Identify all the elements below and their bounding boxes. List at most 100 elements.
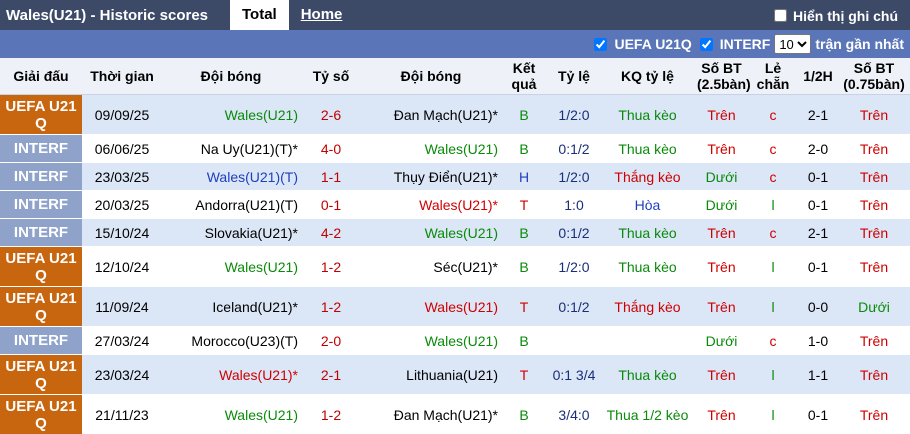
league: UEFA U21 Q [0, 354, 82, 395]
ou075: Trên [838, 162, 910, 191]
checkbox[interactable] [699, 37, 713, 51]
filter-label: UEFA U21Q [614, 36, 692, 52]
column-header: Số BT (0.75bàn) [838, 58, 910, 95]
away: Thụy Điển(U21)* [362, 162, 500, 191]
column-header: Đội bóng [362, 58, 500, 95]
away: Séc(U21)* [362, 246, 500, 287]
column-header: Tỷ lệ [548, 58, 600, 95]
score: 1-2 [300, 394, 362, 434]
score: 1-1 [300, 162, 362, 191]
ou25: Trên [695, 394, 748, 434]
ou25: Dưới [695, 190, 748, 219]
filter-bar: UEFA U21Q INTERF 10 trận gần nhất [0, 30, 910, 58]
ou075: Trên [838, 134, 910, 163]
table-body: UEFA U21 Q 09/09/25 Wales(U21) 2-6 Đan Mạch(… [0, 94, 910, 434]
score: 4-2 [300, 218, 362, 247]
header-row: Giải đấu Thời gian Đội bóng Tỷ số Đội bóng Kế… [0, 58, 910, 95]
date: 20/03/25 [82, 190, 162, 219]
match-row: UEFA U21 Q 09/09/25 Wales(U21) 2-6 Đan Mạch(… [0, 94, 910, 135]
odd-even: l [748, 190, 798, 219]
handicap-result: Thắng kèo [600, 286, 695, 327]
match-row: INTERF 23/03/25 Wales(U21)(T) 1-1 Thụy Điển(… [0, 162, 910, 191]
home: Wales(U21) [162, 94, 300, 135]
league: INTERF [0, 134, 82, 163]
match-row: UEFA U21 Q 21/11/23 Wales(U21) 1-2 Đan Mạch(… [0, 394, 910, 434]
label: Hiển thị ghi chú [793, 7, 898, 24]
results-table: Giải đấu Thời gian Đội bóng Tỷ số Đội bóng Kế… [0, 58, 910, 434]
checkbox[interactable] [594, 37, 608, 51]
result: B [500, 394, 548, 434]
match-row: INTERF 06/06/25 Na Uy(U21)(T)* 4-0 Wales(U21… [0, 134, 910, 163]
handicap: 0:1 3/4 [548, 354, 600, 395]
half: 0-1 [798, 246, 838, 287]
handicap: 3/4:0 [548, 394, 600, 434]
away: Wales(U21) [362, 134, 500, 163]
league: INTERF [0, 218, 82, 247]
away: Wales(U21) [362, 286, 500, 327]
count-select[interactable]: 10 [774, 34, 812, 54]
result: B [500, 218, 548, 247]
odd-even: l [748, 246, 798, 287]
date: 23/03/24 [82, 354, 162, 395]
league: INTERF [0, 326, 82, 355]
handicap-result: Thua kèo [600, 218, 695, 247]
ou25: Dưới [695, 162, 748, 191]
home: Wales(U21)* [162, 354, 300, 395]
odd-even: c [748, 94, 798, 135]
score: 2-0 [300, 326, 362, 355]
date: 21/11/23 [82, 394, 162, 434]
half: 2-1 [798, 94, 838, 135]
column-header: Tỷ số [300, 58, 362, 95]
handicap-result: Hòa [600, 190, 695, 219]
odd-even: l [748, 354, 798, 395]
column-header: 1/2H [798, 58, 838, 95]
ou075: Trên [838, 394, 910, 434]
handicap: 1/2:0 [548, 162, 600, 191]
league: INTERF [0, 190, 82, 219]
tab[interactable]: Home [300, 6, 343, 23]
handicap-result [600, 326, 695, 355]
result: B [500, 246, 548, 287]
ou075: Dưới [838, 286, 910, 327]
ou25: Trên [695, 354, 748, 395]
match-row: UEFA U21 Q 11/09/24 Iceland(U21)* 1-2 Wales(… [0, 286, 910, 327]
column-header: Đội bóng [162, 58, 300, 95]
home: Morocco(U23)(T) [162, 326, 300, 355]
top-bar: Wales(U21) - Historic scores Total Home … [0, 0, 910, 30]
home: Na Uy(U21)(T)* [162, 134, 300, 163]
ou25: Trên [695, 94, 748, 135]
checkbox[interactable] [774, 9, 787, 22]
tab[interactable]: Total [230, 0, 289, 30]
score: 2-6 [300, 94, 362, 135]
column-header: Kết quả [500, 58, 548, 95]
half: 1-1 [798, 354, 838, 395]
date: 27/03/24 [82, 326, 162, 355]
date: 11/09/24 [82, 286, 162, 327]
away: Wales(U21) [362, 326, 500, 355]
result: H [500, 162, 548, 191]
half: 0-0 [798, 286, 838, 327]
home: Slovakia(U21)* [162, 218, 300, 247]
half: 0-1 [798, 162, 838, 191]
handicap-result: Thua kèo [600, 94, 695, 135]
ou25: Trên [695, 218, 748, 247]
ou075: Trên [838, 94, 910, 135]
half: 2-0 [798, 134, 838, 163]
away: Wales(U21)* [362, 190, 500, 219]
odd-even: c [748, 218, 798, 247]
ou075: Trên [838, 246, 910, 287]
match-row: UEFA U21 Q 12/10/24 Wales(U21) 1-2 Séc(U21)*… [0, 246, 910, 287]
note-toggle[interactable]: Hiển thị ghi chú [770, 6, 898, 25]
handicap-result: Thua kèo [600, 246, 695, 287]
column-header: Thời gian [82, 58, 162, 95]
date: 15/10/24 [82, 218, 162, 247]
handicap: 0:1/2 [548, 286, 600, 327]
half: 1-0 [798, 326, 838, 355]
away: Đan Mạch(U21)* [362, 94, 500, 135]
result: B [500, 134, 548, 163]
match-row: INTERF 15/10/24 Slovakia(U21)* 4-2 Wales(U21… [0, 218, 910, 247]
ou075: Trên [838, 190, 910, 219]
ou25: Dưới [695, 326, 748, 355]
odd-even: c [748, 326, 798, 355]
league: UEFA U21 Q [0, 286, 82, 327]
